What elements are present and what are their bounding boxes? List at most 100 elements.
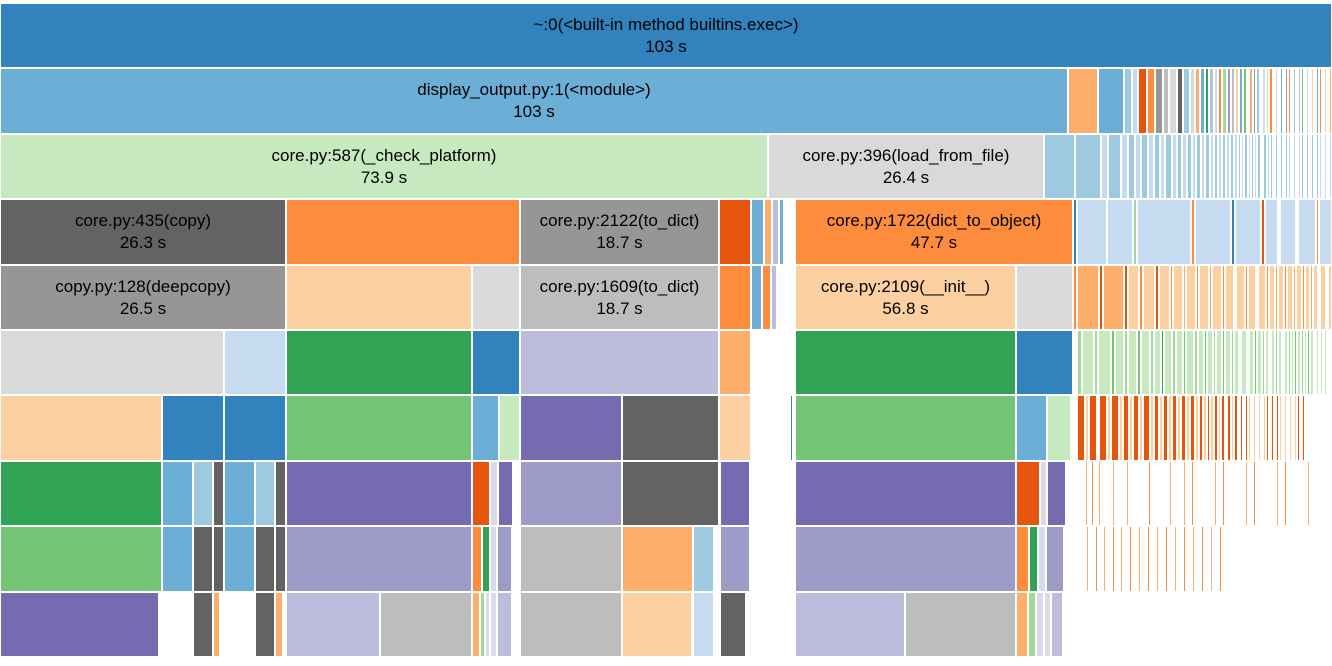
frame-block[interactable] xyxy=(1073,265,1077,330)
frame-block[interactable] xyxy=(472,330,520,395)
frame-block[interactable] xyxy=(1320,265,1326,330)
frame-block[interactable] xyxy=(1288,592,1290,657)
frame-block[interactable] xyxy=(1304,330,1307,395)
frame-block[interactable] xyxy=(1280,134,1283,199)
frame-block[interactable] xyxy=(1203,395,1207,461)
frame-block[interactable] xyxy=(1288,330,1291,395)
frame-block[interactable] xyxy=(286,330,472,395)
frame-block[interactable] xyxy=(1231,330,1234,395)
frame-block[interactable] xyxy=(1225,330,1231,395)
frame-block[interactable] xyxy=(1111,330,1115,395)
frame-block[interactable] xyxy=(1029,526,1038,592)
frame-block[interactable] xyxy=(255,592,275,657)
frame-block[interactable] xyxy=(1229,526,1231,592)
frame-block[interactable] xyxy=(275,526,286,592)
frame-block[interactable] xyxy=(1221,395,1225,461)
frame-block[interactable] xyxy=(693,526,714,592)
frame-block[interactable] xyxy=(1314,68,1316,134)
frame-block[interactable] xyxy=(1301,68,1304,134)
frame-block[interactable] xyxy=(1124,265,1128,330)
frame-block[interactable] xyxy=(1079,461,1081,526)
frame-block[interactable] xyxy=(1152,592,1154,657)
frame-block[interactable] xyxy=(480,592,485,657)
frame-block[interactable] xyxy=(1226,134,1230,199)
frame-block[interactable] xyxy=(1256,68,1260,134)
frame-block[interactable] xyxy=(472,265,520,330)
frame-block[interactable] xyxy=(1200,68,1205,134)
frame-block[interactable] xyxy=(1322,68,1324,134)
frame-block[interactable] xyxy=(1297,395,1300,461)
frame-block[interactable] xyxy=(762,265,771,330)
frame-block[interactable] xyxy=(1273,134,1275,199)
frame-block[interactable] xyxy=(1141,330,1150,395)
frame-block[interactable] xyxy=(1046,526,1064,592)
frame-block[interactable] xyxy=(1274,526,1276,592)
frame-block[interactable] xyxy=(795,461,1016,526)
frame-block[interactable] xyxy=(1148,461,1151,526)
frame-block[interactable] xyxy=(1265,330,1269,395)
frame-block[interactable] xyxy=(1222,68,1227,134)
frame-block[interactable] xyxy=(1128,265,1139,330)
frame-block[interactable] xyxy=(1079,526,1081,592)
frame-block[interactable] xyxy=(1248,134,1251,199)
frame-block[interactable] xyxy=(1316,199,1319,265)
frame-block[interactable] xyxy=(0,395,162,461)
frame-block[interactable] xyxy=(1119,592,1121,657)
frame-block[interactable] xyxy=(1301,134,1304,199)
frame-block[interactable] xyxy=(482,526,490,592)
frame-block[interactable] xyxy=(1279,395,1282,461)
frame-block[interactable] xyxy=(1209,265,1212,330)
frame-block[interactable] xyxy=(380,592,472,657)
frame-block[interactable] xyxy=(1077,199,1107,265)
frame-block[interactable] xyxy=(751,265,762,330)
frame-block[interactable] xyxy=(1222,461,1225,526)
frame-block[interactable] xyxy=(1137,330,1141,395)
frame-block[interactable] xyxy=(1311,134,1314,199)
frame-block[interactable] xyxy=(1316,134,1319,199)
frame-block[interactable] xyxy=(760,330,762,395)
frame-block[interactable] xyxy=(1133,461,1135,526)
frame-block[interactable] xyxy=(1292,526,1294,592)
frame-block[interactable] xyxy=(751,199,764,265)
frame-block[interactable] xyxy=(1191,461,1194,526)
frame-block[interactable] xyxy=(1205,68,1209,134)
frame-block[interactable] xyxy=(520,330,719,395)
frame-block[interactable] xyxy=(1207,395,1210,461)
frame-block[interactable] xyxy=(224,330,286,395)
frame-core-py-587-check-platform[interactable]: core.py:587(_check_platform) 73.9 s xyxy=(0,134,768,199)
frame-block[interactable] xyxy=(1316,68,1319,134)
frame-block[interactable] xyxy=(1143,395,1150,461)
frame-block[interactable] xyxy=(1168,395,1172,461)
frame-block[interactable] xyxy=(1257,330,1262,395)
frame-block[interactable] xyxy=(1091,461,1094,526)
frame-block[interactable] xyxy=(1327,134,1329,199)
frame-block[interactable] xyxy=(1314,134,1316,199)
frame-block[interactable] xyxy=(275,461,286,526)
frame-block[interactable] xyxy=(1183,461,1186,526)
frame-block[interactable] xyxy=(1254,330,1257,395)
frame-block[interactable] xyxy=(1139,265,1143,330)
frame-block[interactable] xyxy=(1216,330,1222,395)
frame-block[interactable] xyxy=(1327,68,1329,134)
frame-block[interactable] xyxy=(255,526,275,592)
frame-block[interactable] xyxy=(1218,68,1222,134)
frame-block[interactable] xyxy=(1302,265,1305,330)
frame-block[interactable] xyxy=(1298,134,1301,199)
frame-block[interactable] xyxy=(1258,265,1266,330)
frame-block[interactable] xyxy=(1195,395,1199,461)
frame-block[interactable] xyxy=(0,330,224,395)
frame-core-py-1722-dict-to-object[interactable]: core.py:1722(dict_to_object) 47.7 s xyxy=(795,199,1073,265)
frame-block[interactable] xyxy=(1251,395,1253,461)
frame-block[interactable] xyxy=(255,461,275,526)
frame-block[interactable] xyxy=(1285,134,1288,199)
frame-block[interactable] xyxy=(286,199,520,265)
frame-block[interactable] xyxy=(1298,68,1301,134)
frame-block[interactable] xyxy=(1128,134,1135,199)
frame-block[interactable] xyxy=(472,395,499,461)
frame-block[interactable] xyxy=(1115,330,1124,395)
frame-block[interactable] xyxy=(1016,330,1073,395)
frame-block[interactable] xyxy=(1219,526,1222,592)
frame-block[interactable] xyxy=(1165,526,1168,592)
frame-block[interactable] xyxy=(1282,395,1284,461)
frame-block[interactable] xyxy=(764,199,772,265)
